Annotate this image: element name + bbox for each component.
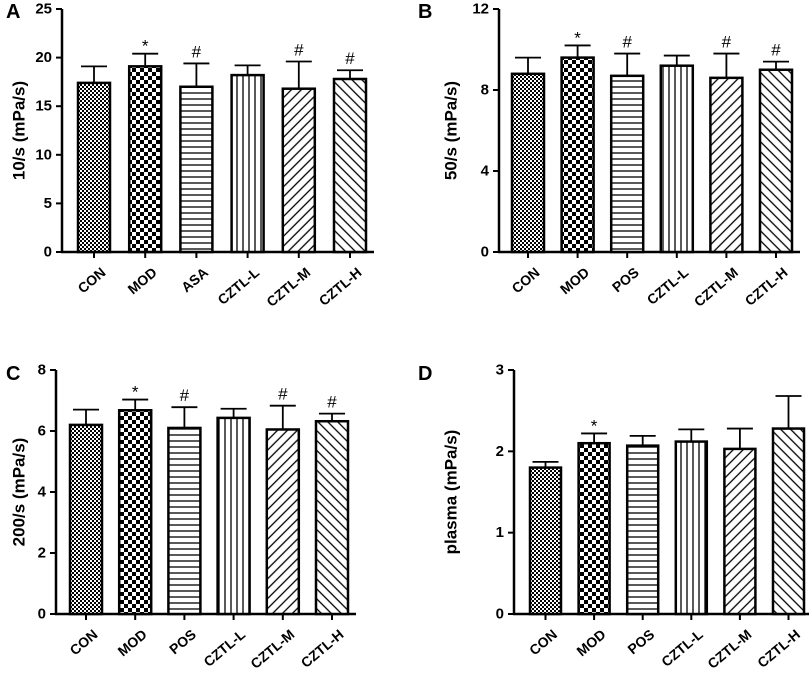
y-tick-label: 6 [38,423,46,440]
y-tick-label: 20 [35,49,52,66]
x-category-label: CZTL-M [704,626,754,672]
bar-cztl-m [723,447,757,616]
x-category-label: CON [508,264,542,296]
y-tick-label: 5 [44,195,52,212]
y-tick-label: 2 [38,545,46,562]
bar-cztl-m [281,87,317,254]
x-category-label: CZTL-L [214,264,262,308]
bar-mod [117,409,153,616]
significance-mark: # [192,42,202,61]
chart-panel-c: C 200/s (mPa/s) 0 2 4 6 8 CON * MOD # POS CZTL-L # CZT… [6,362,356,672]
significance-mark: # [771,41,781,60]
y-tick-label: 25 [35,1,52,18]
bar-cztl-h [314,419,350,616]
bar-cztl-h [771,427,806,616]
significance-mark: * [574,28,581,47]
x-category-label: CZTL-H [316,264,365,309]
y-tick-label: 3 [496,362,504,379]
x-category-label: CON [74,264,108,296]
bar-cztl-l [216,416,251,616]
significance-mark: * [132,383,139,402]
x-category-label: CZTL-L [658,626,706,670]
significance-mark: * [591,416,598,435]
bar-cztl-h [758,68,794,254]
x-category-label: MOD [115,626,150,659]
panel-letter: B [418,1,432,23]
y-axis-title: 50/s (mPa/s) [441,81,460,180]
x-category-label: POS [166,626,199,657]
x-category-label: ASA [178,264,211,295]
bar-mod [560,56,595,254]
significance-mark: # [278,385,288,404]
panel-letter: D [418,363,432,385]
y-tick-label: 0 [44,244,52,261]
bar-asa [179,85,214,254]
y-axis-title: 10/s (mPa/s) [9,81,28,180]
y-tick-label: 0 [38,606,46,623]
y-tick-label: 2 [496,443,504,460]
significance-mark: # [327,393,337,412]
bar-mod [127,65,163,254]
y-axis-title: plasma (mPa/s) [441,430,460,555]
y-tick-label: 8 [38,362,46,379]
x-category-label: POS [624,626,657,657]
bar-cztl-l [230,73,265,254]
significance-mark: # [180,386,190,405]
y-tick-label: 0 [481,244,489,261]
x-category-label: MOD [557,264,592,297]
x-category-label: MOD [125,264,160,297]
bar-pos [167,426,202,616]
y-tick-label: 4 [38,484,47,501]
significance-mark: * [142,37,149,56]
x-category-label: CZTL-M [691,264,741,310]
x-category-label: POS [609,264,642,295]
panel-letter: C [6,363,20,385]
bar-cztl-l [659,64,695,254]
bar-cztl-m [265,428,301,616]
chart-panel-a: A 10/s (mPa/s) 0 5 10 15 20 25 CON * MOD # ASA CZTL-L… [6,1,374,310]
y-axis-title: 200/s (mPa/s) [9,438,28,547]
y-tick-label: 4 [481,163,490,180]
y-tick-label: 15 [35,98,52,115]
y-tick-label: 8 [481,82,489,99]
y-tick-label: 10 [35,146,52,163]
bar-cztl-m [709,76,744,254]
y-tick-label: 12 [472,1,489,18]
bar-con [68,423,104,616]
x-category-label: CON [526,626,560,658]
significance-mark: # [294,40,304,59]
x-category-label: CZTL-L [644,264,692,308]
bar-con [528,466,563,616]
panel-letter: A [6,1,20,23]
x-category-label: CZTL-H [754,626,803,671]
x-category-label: CON [66,626,100,658]
x-category-label: CZTL-H [298,626,347,671]
x-category-label: CZTL-M [263,264,313,310]
bar-con [76,81,112,254]
significance-mark: # [722,33,732,52]
x-category-label: CZTL-H [742,264,791,309]
chart-panel-b: B 50/s (mPa/s) 0 4 8 12 CON * MOD # POS CZTL-L # CZTL… [418,1,800,310]
bar-cztl-h [332,77,368,254]
x-category-label: CZTL-L [200,626,248,670]
x-category-label: CZTL-M [247,626,297,672]
bar-cztl-l [674,440,709,616]
x-category-label: MOD [573,626,608,659]
significance-mark: # [345,49,355,68]
bar-pos [609,74,645,254]
significance-mark: # [622,33,632,52]
y-tick-label: 1 [496,524,504,541]
bar-mod [577,441,611,616]
y-tick-label: 0 [496,606,504,623]
bar-con [510,72,546,254]
bar-pos [625,444,660,616]
